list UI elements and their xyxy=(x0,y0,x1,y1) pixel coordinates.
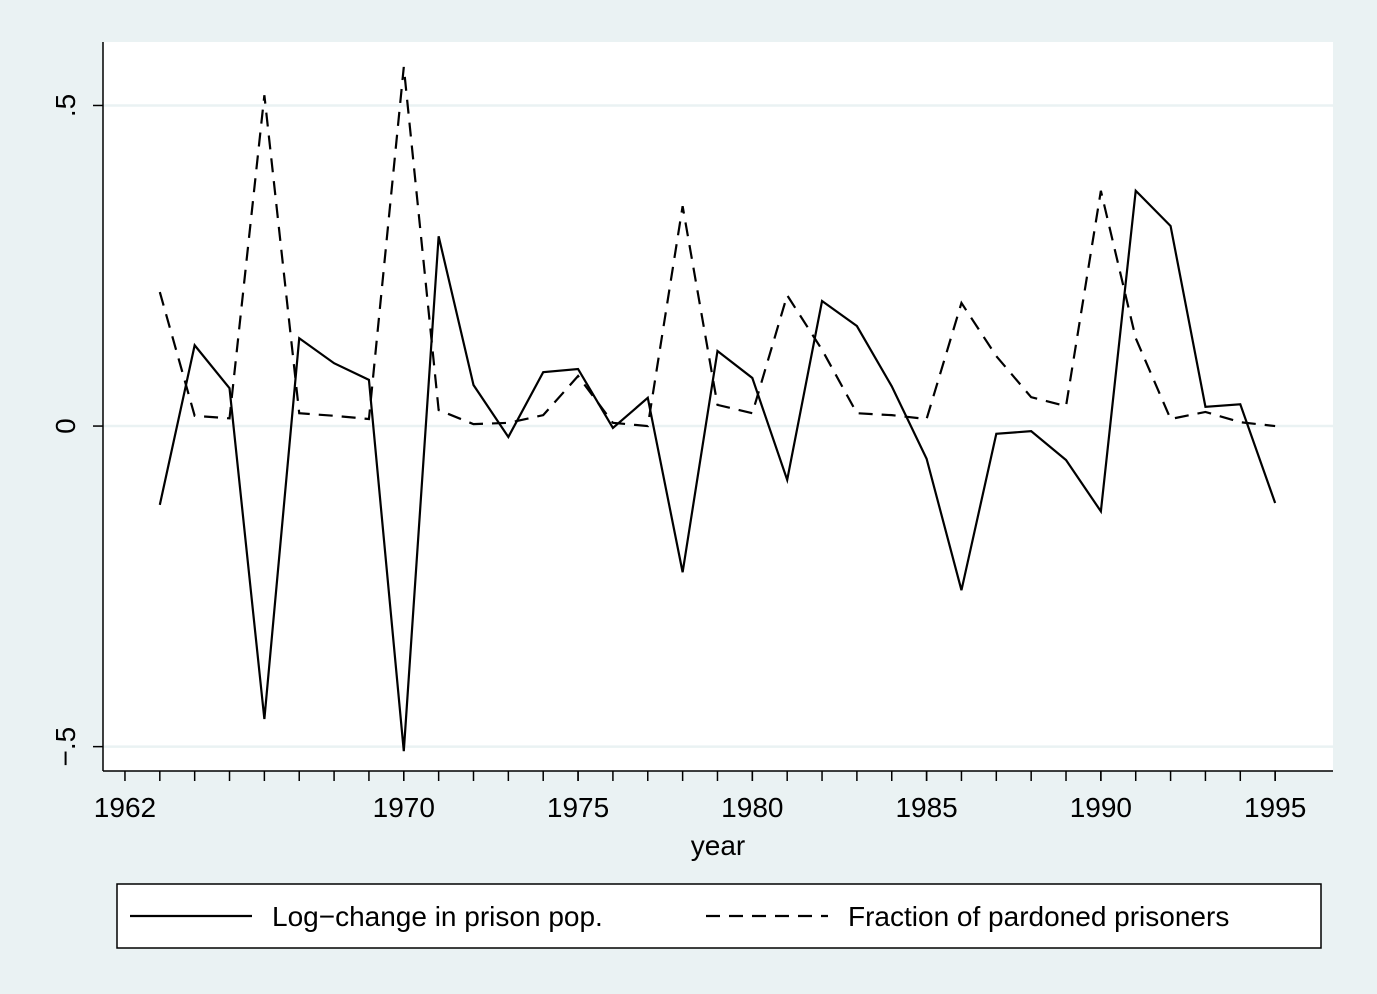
x-axis-title: year xyxy=(691,830,745,861)
plot-area xyxy=(103,42,1333,771)
series-line xyxy=(158,66,1276,428)
legend-label: Log−change in prison pop. xyxy=(272,901,603,932)
x-tick-label: 1990 xyxy=(1070,792,1132,823)
x-tick-label: 1995 xyxy=(1244,792,1306,823)
axes: −.5 0 .5 1962 1970 1975 1980 1985 1990 1995 xyxy=(50,42,1333,823)
x-tick-label: 1985 xyxy=(895,792,957,823)
legend-label: Fraction of pardoned prisoners xyxy=(848,901,1229,932)
legend: Log−change in prison pop. Fraction of par… xyxy=(130,901,1229,932)
x-tick-label: 1980 xyxy=(721,792,783,823)
x-tick-label: 1962 xyxy=(94,792,156,823)
grid xyxy=(103,104,1333,748)
x-tick-label: 1975 xyxy=(547,792,609,823)
y-tick-label: −.5 xyxy=(50,727,81,767)
lines xyxy=(158,66,1277,752)
y-tick-label: 0 xyxy=(50,418,81,434)
x-tick-label: 1970 xyxy=(373,792,435,823)
series-line xyxy=(158,188,1277,752)
y-tick-label: .5 xyxy=(50,94,81,117)
